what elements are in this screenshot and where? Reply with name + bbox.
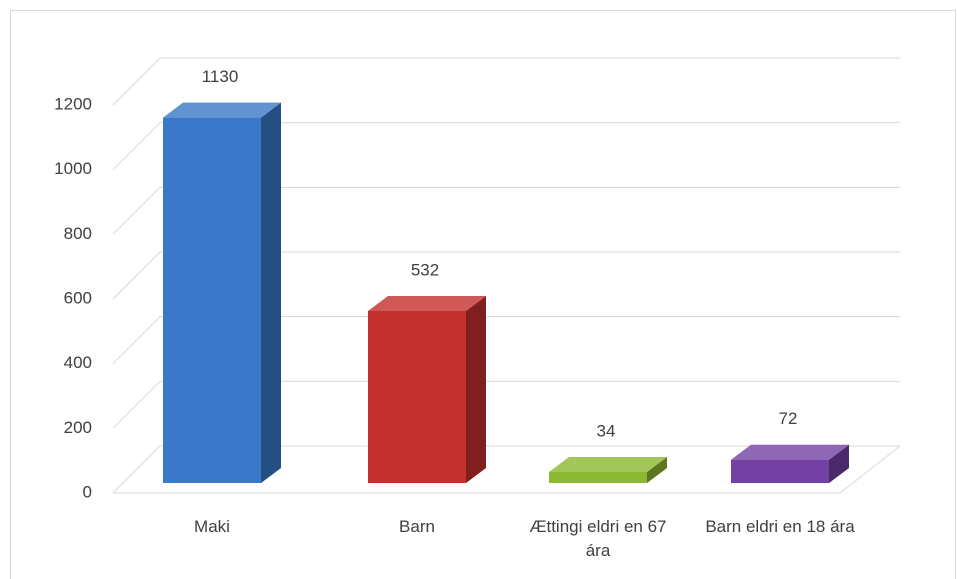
bar-side bbox=[261, 102, 281, 483]
data-label: 532 bbox=[411, 260, 439, 279]
y-tick-label: 200 bbox=[64, 418, 92, 437]
chart-border bbox=[10, 10, 956, 579]
bar-side-shade bbox=[647, 457, 667, 483]
y-tick-label: 800 bbox=[64, 224, 92, 243]
y-tick-label: 1200 bbox=[54, 94, 92, 113]
bar-side bbox=[829, 444, 849, 483]
grid-line-side bbox=[112, 251, 161, 300]
y-tick-label: 400 bbox=[64, 353, 92, 372]
bar-top bbox=[163, 102, 281, 118]
grid-line-side bbox=[112, 186, 161, 235]
bar bbox=[163, 117, 261, 483]
bar bbox=[368, 310, 466, 483]
bar bbox=[549, 472, 647, 483]
bar-side bbox=[647, 457, 667, 483]
floor-right bbox=[839, 445, 901, 494]
y-tick-label: 600 bbox=[64, 288, 92, 307]
bar-top-light bbox=[731, 444, 849, 460]
grid-line-side bbox=[112, 445, 161, 494]
data-label: 34 bbox=[597, 421, 616, 440]
bar-top bbox=[368, 295, 486, 311]
bar bbox=[731, 459, 829, 483]
grid-line-side bbox=[112, 316, 161, 365]
bar-top bbox=[731, 444, 849, 460]
bar-side bbox=[466, 295, 486, 483]
x-tick-label: Ættingi eldri en 67 ára bbox=[529, 517, 667, 560]
x-tick-label: Barn eldri en 18 ára bbox=[705, 517, 855, 536]
grid-line-side bbox=[112, 380, 161, 429]
grid-line-side bbox=[112, 57, 161, 106]
bar-top bbox=[549, 457, 667, 473]
x-tick-label: Maki bbox=[194, 517, 230, 536]
y-tick-label: 1000 bbox=[54, 159, 92, 178]
data-label: 72 bbox=[779, 409, 798, 428]
x-tick-label: Barn bbox=[399, 517, 435, 536]
bar-side-shade bbox=[829, 444, 849, 483]
grid-line-side bbox=[112, 122, 161, 171]
data-label: 1130 bbox=[202, 67, 239, 86]
bar-side-shade bbox=[466, 295, 486, 483]
bar-side-shade bbox=[261, 102, 281, 483]
y-tick-label: 0 bbox=[83, 482, 92, 501]
bar-top-light bbox=[163, 102, 281, 118]
bar-top-light bbox=[368, 295, 486, 311]
bar-top-light bbox=[549, 457, 667, 473]
